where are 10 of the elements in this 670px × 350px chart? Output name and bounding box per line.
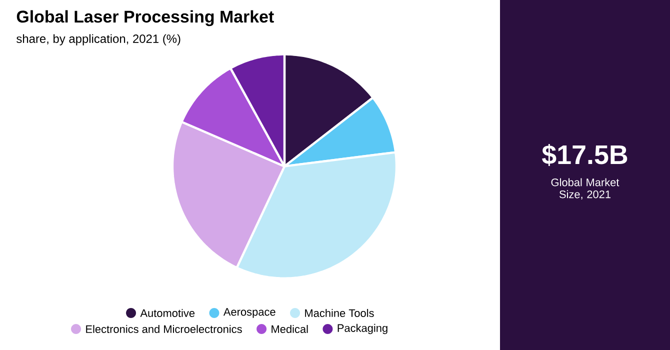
legend-label: Electronics and Microelectronics [86, 324, 242, 334]
text: Global Market Size, 2021 [551, 178, 620, 200]
chart-subtitle: share, by application, 2021 (%) [16, 34, 180, 46]
legend-label: Medical [272, 324, 308, 334]
legend-label: Automotive [140, 308, 195, 318]
chart-title: Global Laser Processing Market [16, 10, 274, 26]
legend-label: Machine Tools [305, 308, 374, 318]
text: $17.5B [542, 144, 628, 166]
legend-label: Packaging [338, 324, 388, 334]
legend-label: Aerospace [223, 308, 276, 318]
